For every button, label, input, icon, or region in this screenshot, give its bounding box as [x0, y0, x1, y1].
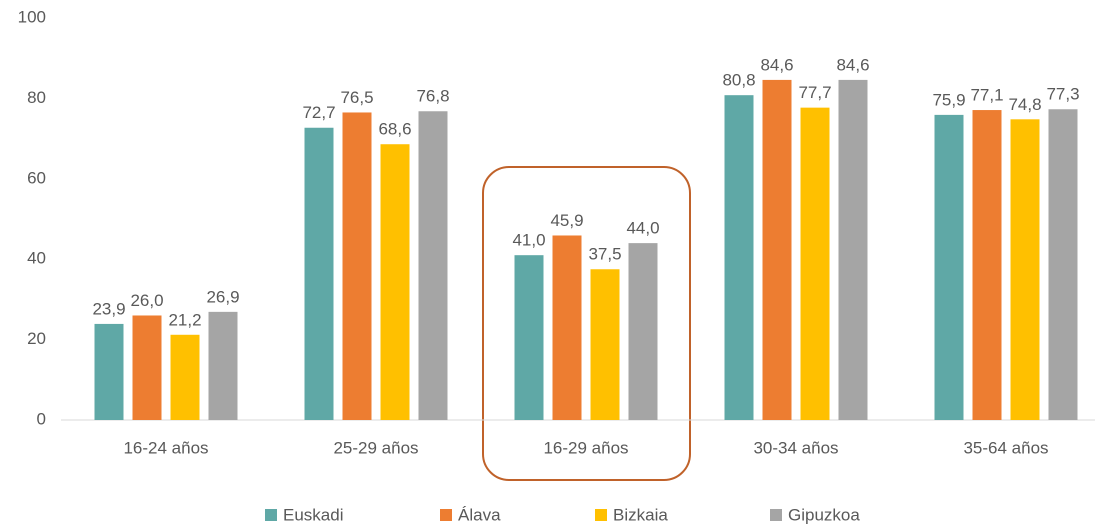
bar: [800, 107, 830, 421]
x-tick-label: 16-29 años: [543, 438, 628, 457]
bar: [132, 315, 162, 420]
value-label: 80,8: [722, 71, 755, 90]
y-tick-label: 80: [27, 88, 46, 107]
value-label: 76,5: [340, 88, 373, 107]
value-label: 44,0: [626, 219, 659, 238]
bar: [934, 114, 964, 420]
legend-label: Euskadi: [283, 505, 343, 524]
value-label: 37,5: [588, 245, 621, 264]
y-tick-label: 100: [18, 7, 46, 26]
value-label: 77,3: [1046, 85, 1079, 104]
legend-label: Bizkaia: [613, 505, 668, 524]
value-label: 21,2: [168, 310, 201, 329]
bar: [724, 95, 754, 421]
value-label: 72,7: [302, 103, 335, 122]
bar: [1048, 109, 1078, 420]
bar: [208, 311, 238, 420]
legend-label: Gipuzkoa: [788, 505, 860, 524]
value-label: 26,9: [206, 287, 239, 306]
y-tick-label: 40: [27, 249, 46, 268]
value-label: 75,9: [932, 90, 965, 109]
bar: [590, 269, 620, 420]
bar: [94, 323, 124, 420]
bar: [628, 243, 658, 420]
x-tick-label: 30-34 años: [753, 438, 838, 457]
bar: [514, 255, 544, 420]
y-tick-label: 20: [27, 329, 46, 348]
value-label: 23,9: [92, 299, 125, 318]
y-tick-label: 60: [27, 168, 46, 187]
value-label: 68,6: [378, 120, 411, 139]
bar: [418, 111, 448, 420]
x-tick-label: 25-29 años: [333, 438, 418, 457]
bar: [838, 79, 868, 421]
bar: [972, 110, 1002, 421]
y-tick-label: 0: [37, 409, 46, 428]
value-label: 77,7: [798, 83, 831, 102]
bar: [304, 127, 334, 420]
legend-swatch: [595, 509, 607, 521]
legend-label: Álava: [458, 505, 501, 524]
x-tick-label: 35-64 años: [963, 438, 1048, 457]
bar: [342, 112, 372, 420]
legend-swatch: [265, 509, 277, 521]
value-label: 74,8: [1008, 95, 1041, 114]
bar: [762, 79, 792, 421]
highlight-box: [482, 166, 691, 481]
x-tick-label: 16-24 años: [123, 438, 208, 457]
value-label: 77,1: [970, 86, 1003, 105]
value-label: 45,9: [550, 211, 583, 230]
value-label: 84,6: [836, 55, 869, 74]
bar: [552, 235, 582, 420]
legend-swatch: [770, 509, 782, 521]
value-label: 76,8: [416, 87, 449, 106]
value-label: 26,0: [130, 291, 163, 310]
legend-swatch: [440, 509, 452, 521]
value-label: 41,0: [512, 231, 545, 250]
bar: [170, 334, 200, 420]
bar: [1010, 119, 1040, 420]
bar: [380, 144, 410, 420]
value-label: 84,6: [760, 55, 793, 74]
